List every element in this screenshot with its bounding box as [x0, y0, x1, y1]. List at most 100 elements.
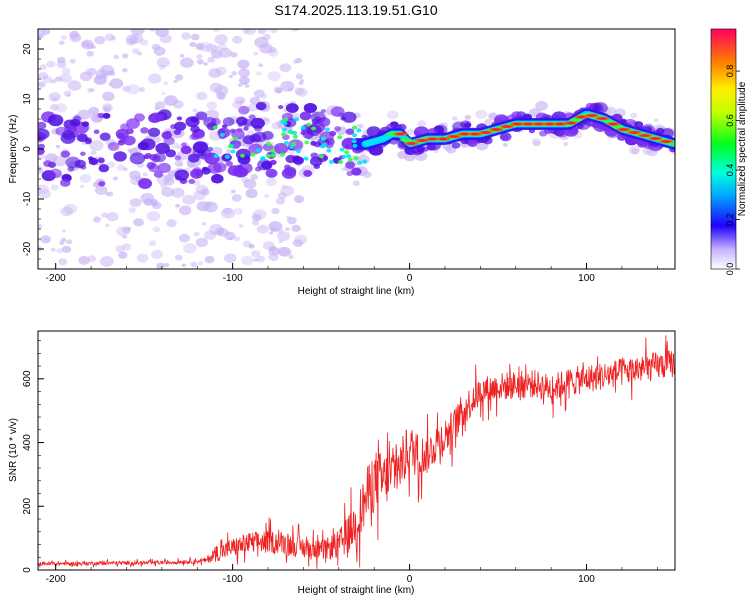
spectrogram-cell — [182, 194, 196, 205]
spectrogram-cell — [93, 129, 100, 135]
spectrogram-cell — [256, 255, 266, 263]
spectrogram-y-tick-label: 10 — [22, 93, 33, 105]
spectrogram-cell — [196, 59, 204, 65]
spectrogram-cell — [228, 74, 234, 79]
spectrogram-cell — [273, 142, 289, 155]
spectrogram-cell — [400, 137, 413, 143]
spectrogram-cell — [320, 109, 326, 114]
spectrogram-x-tick-label: -200 — [46, 273, 66, 284]
spectrogram-cell — [249, 96, 261, 105]
spectrogram-cell — [242, 29, 250, 35]
spectrogram-cell — [204, 255, 215, 264]
spectrogram-cell — [484, 118, 492, 125]
spectrogram-cell — [209, 82, 223, 93]
spectrogram-cell — [609, 122, 618, 126]
spectrogram-cell — [460, 132, 469, 136]
spectrogram-cell — [345, 128, 355, 135]
spectrogram-cell — [426, 143, 436, 151]
spectrogram-cell — [291, 224, 301, 232]
spectrogram-cell — [310, 152, 318, 159]
spectrogram-cell — [121, 243, 132, 251]
spectrogram-cell — [275, 197, 285, 205]
spectrogram-cell — [286, 126, 293, 131]
spectrogram-cell — [233, 236, 241, 242]
spectrogram-cell — [303, 156, 309, 161]
spectrogram-cell — [492, 128, 501, 131]
spectrogram-cell — [128, 207, 137, 213]
spectrogram-cell — [268, 246, 280, 256]
spectrogram-cell — [113, 54, 120, 60]
spectrogram-cell — [128, 149, 133, 153]
spectrogram-cell — [248, 143, 263, 155]
spectrogram-cell — [207, 56, 215, 63]
spectrogram-cell — [341, 111, 357, 123]
spectrogram-cell — [40, 235, 52, 244]
spectrogram-cell — [181, 32, 192, 40]
spectrogram-cell — [545, 122, 554, 126]
spectrogram-cell — [241, 176, 250, 184]
spectrogram-cell — [148, 73, 162, 84]
spectrogram-cell — [38, 72, 49, 80]
spectrogram-cell — [502, 142, 508, 147]
spectrogram-cell — [178, 205, 192, 216]
spectrogram-cell — [238, 68, 250, 78]
spectrogram-cell — [80, 151, 86, 156]
spectrogram-cell — [271, 207, 280, 215]
spectrogram-cell — [264, 29, 270, 32]
spectrogram-cell — [69, 30, 80, 39]
spectrogram-cell — [104, 33, 115, 42]
spectrogram-cell — [173, 79, 178, 84]
spectrogram-cell — [598, 117, 607, 120]
spectrogram-cell — [338, 159, 344, 164]
spectrogram-cell — [471, 132, 480, 136]
spectrogram-cell — [405, 128, 415, 135]
spectrogram-cell — [284, 227, 290, 232]
spectrogram-cell — [174, 175, 182, 181]
snr-x-ticks: -200 -100 0 100 — [46, 564, 658, 585]
spectrogram-cell — [303, 169, 313, 177]
spectrogram-cell — [253, 51, 259, 56]
colorbar: 0.0 0.2 0.4 0.6 0.8 Normalized spectral ampl… — [710, 28, 748, 275]
spectrogram-cell — [99, 256, 114, 267]
spectrogram-cell — [294, 195, 304, 203]
spectrogram-cell — [243, 179, 257, 189]
spectrogram-cell — [175, 203, 180, 208]
spectrogram-cell — [260, 160, 273, 170]
spectrogram-cell — [242, 240, 252, 248]
spectrogram-cell — [95, 68, 109, 80]
spectrogram-cell — [137, 51, 143, 56]
spectrogram-cell — [115, 245, 125, 253]
spectrogram-cell — [195, 42, 206, 51]
spectrogram-cell — [352, 133, 358, 138]
spectrogram-y-tick-label: -20 — [22, 241, 33, 256]
spectrogram-cell — [180, 145, 192, 155]
spectrogram-cell — [181, 263, 186, 267]
spectrogram-cell — [122, 226, 131, 234]
spectrogram-cell — [344, 150, 350, 155]
spectrogram-cell — [362, 159, 368, 164]
spectrogram-cell — [65, 239, 73, 245]
spectrogram-cell — [156, 57, 170, 68]
snr-y-tick-label: 600 — [22, 370, 33, 387]
spectrogram-cell — [174, 160, 183, 167]
spectrogram-cell — [159, 33, 172, 44]
spectrogram-cell — [66, 93, 71, 98]
spectrogram-cell — [240, 153, 246, 158]
spectrogram-cell — [251, 250, 261, 258]
snr-x-tick-label: 0 — [407, 574, 413, 585]
spectrogram-cell — [81, 41, 90, 48]
spectrogram-cell — [179, 53, 185, 58]
spectrogram-cell — [38, 153, 46, 160]
spectrogram-cell — [212, 125, 218, 130]
spectrogram-cell — [61, 67, 71, 75]
spectrogram-cell — [106, 161, 116, 169]
spectrogram-cell — [283, 117, 289, 122]
spectrogram-cell — [138, 87, 145, 92]
spectrogram-cell — [148, 113, 161, 123]
spectrogram-cell — [322, 156, 329, 161]
spectrogram-cell — [133, 113, 145, 122]
spectrogram-cell — [299, 79, 305, 83]
spectrogram-cell — [587, 114, 596, 117]
spectrogram-cell — [651, 137, 660, 140]
spectrogram-cell — [116, 226, 130, 237]
